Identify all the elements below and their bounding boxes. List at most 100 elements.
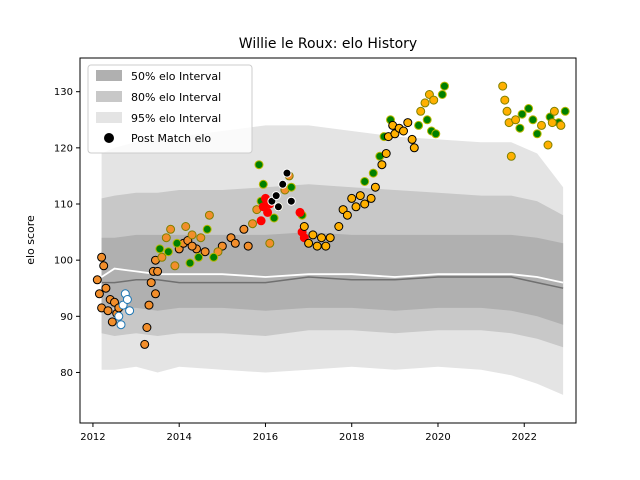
mean-line: [101, 267, 564, 284]
chart-title: Willie le Roux: elo History: [239, 36, 417, 52]
data-point-2-14: [368, 168, 378, 178]
data-point-6-1: [304, 238, 314, 248]
data-point-0-26: [243, 241, 253, 251]
data-point-2-18: [414, 120, 424, 130]
data-point-7-6: [502, 106, 512, 116]
data-point-3-0: [114, 311, 124, 321]
data-point-1-5: [187, 230, 197, 240]
data-point-6-12: [355, 191, 365, 201]
data-point-1-11: [265, 238, 275, 248]
data-point-6-3: [312, 241, 322, 251]
data-point-2-28: [532, 129, 542, 139]
data-point-7-0: [416, 106, 426, 116]
data-point-4-0: [256, 216, 266, 226]
data-point-0-30: [187, 241, 197, 251]
data-point-6-4: [317, 233, 326, 243]
data-point-2-4: [194, 252, 204, 262]
data-point-3-5: [125, 306, 135, 316]
x-axis: 2012 2014 2016 2018 2020 2022: [80, 423, 537, 443]
data-point-6-7: [334, 222, 344, 231]
x-tick-label-2: 2016: [253, 432, 278, 443]
post-match-points: [92, 81, 570, 349]
y-tick-label-0: 80: [60, 368, 73, 379]
legend-marker-post-match: [104, 133, 114, 143]
y-tick-label-4: 120: [54, 143, 73, 154]
data-point-7-13: [549, 106, 559, 116]
data-point-5-4: [282, 168, 292, 178]
data-point-5-5: [286, 196, 296, 206]
data-point-2-27: [528, 115, 538, 125]
data-point-0-1: [94, 289, 104, 299]
data-point-5-3: [278, 179, 288, 189]
data-point-0-16: [153, 266, 163, 276]
data-point-6-17: [381, 149, 391, 158]
data-point-7-14: [556, 120, 566, 130]
data-point-2-21: [431, 129, 441, 139]
data-point-2-10: [269, 213, 279, 223]
data-point-2-3: [185, 258, 195, 268]
legend-label-80: 80% elo Interval: [131, 91, 221, 104]
data-point-1-9: [248, 219, 257, 229]
legend-label-95: 95% elo Interval: [131, 112, 221, 125]
data-point-2-8: [258, 179, 268, 189]
data-point-5-2: [273, 202, 283, 212]
x-tick-label-3: 2018: [339, 432, 364, 443]
data-point-0-0: [92, 275, 102, 285]
data-point-1-1: [161, 233, 171, 243]
data-point-0-7: [107, 317, 117, 327]
x-tick-label-1: 2014: [166, 432, 191, 443]
y-axis-label: elo score: [24, 215, 37, 265]
data-point-0-29: [151, 289, 160, 299]
data-point-6-15: [370, 182, 380, 192]
data-point-6-13: [360, 199, 370, 209]
data-point-0-12: [144, 300, 154, 310]
plot-area: [92, 81, 570, 395]
data-point-0-13: [146, 278, 156, 288]
data-point-5-1: [271, 191, 281, 201]
data-point-2-6: [209, 252, 219, 262]
data-point-6-14: [366, 193, 376, 203]
data-point-0-21: [200, 247, 210, 257]
data-point-6-2: [308, 230, 318, 240]
data-point-7-8: [506, 151, 516, 161]
interval-bands: [101, 125, 564, 395]
data-point-2-1: [163, 247, 173, 257]
data-point-7-10: [537, 120, 546, 130]
data-point-7-11: [543, 140, 553, 150]
x-tick-label-4: 2020: [425, 432, 450, 443]
data-point-6-9: [342, 210, 352, 220]
data-point-4-5: [295, 207, 305, 217]
data-point-2-19: [422, 115, 432, 125]
legend-box: [87, 64, 253, 154]
data-point-7-12: [547, 118, 557, 128]
data-point-1-2: [166, 224, 176, 234]
plot-frame: [79, 57, 577, 424]
data-point-6-6: [325, 233, 335, 243]
data-point-1-3: [170, 261, 180, 271]
data-point-6-5: [321, 241, 331, 251]
data-point-2-0: [155, 244, 165, 254]
y-tick-label-3: 110: [54, 200, 73, 211]
data-point-7-1: [420, 98, 430, 108]
center-lines: [101, 267, 564, 289]
data-point-6-10: [347, 193, 357, 203]
data-point-0-25: [239, 224, 249, 234]
data-point-6-25: [409, 143, 419, 153]
data-point-2-22: [437, 90, 447, 99]
data-point-2-25: [517, 109, 527, 119]
data-point-2-26: [524, 104, 534, 113]
median-line: [101, 276, 564, 289]
data-point-0-24: [230, 238, 240, 248]
data-point-6-11: [351, 202, 361, 212]
data-point-2-31: [560, 106, 570, 116]
data-point-2-9: [254, 160, 264, 170]
data-point-0-10: [140, 339, 150, 349]
y-tick-label-1: 90: [60, 312, 73, 323]
data-point-2-24: [515, 123, 525, 133]
data-point-1-4: [181, 222, 191, 231]
y-axis: 80 90 100 110 120 130: [54, 87, 80, 379]
data-point-7-9: [511, 115, 521, 125]
legend-label-50: 50% elo Interval: [131, 70, 221, 83]
legend-swatch-95: [96, 112, 122, 123]
